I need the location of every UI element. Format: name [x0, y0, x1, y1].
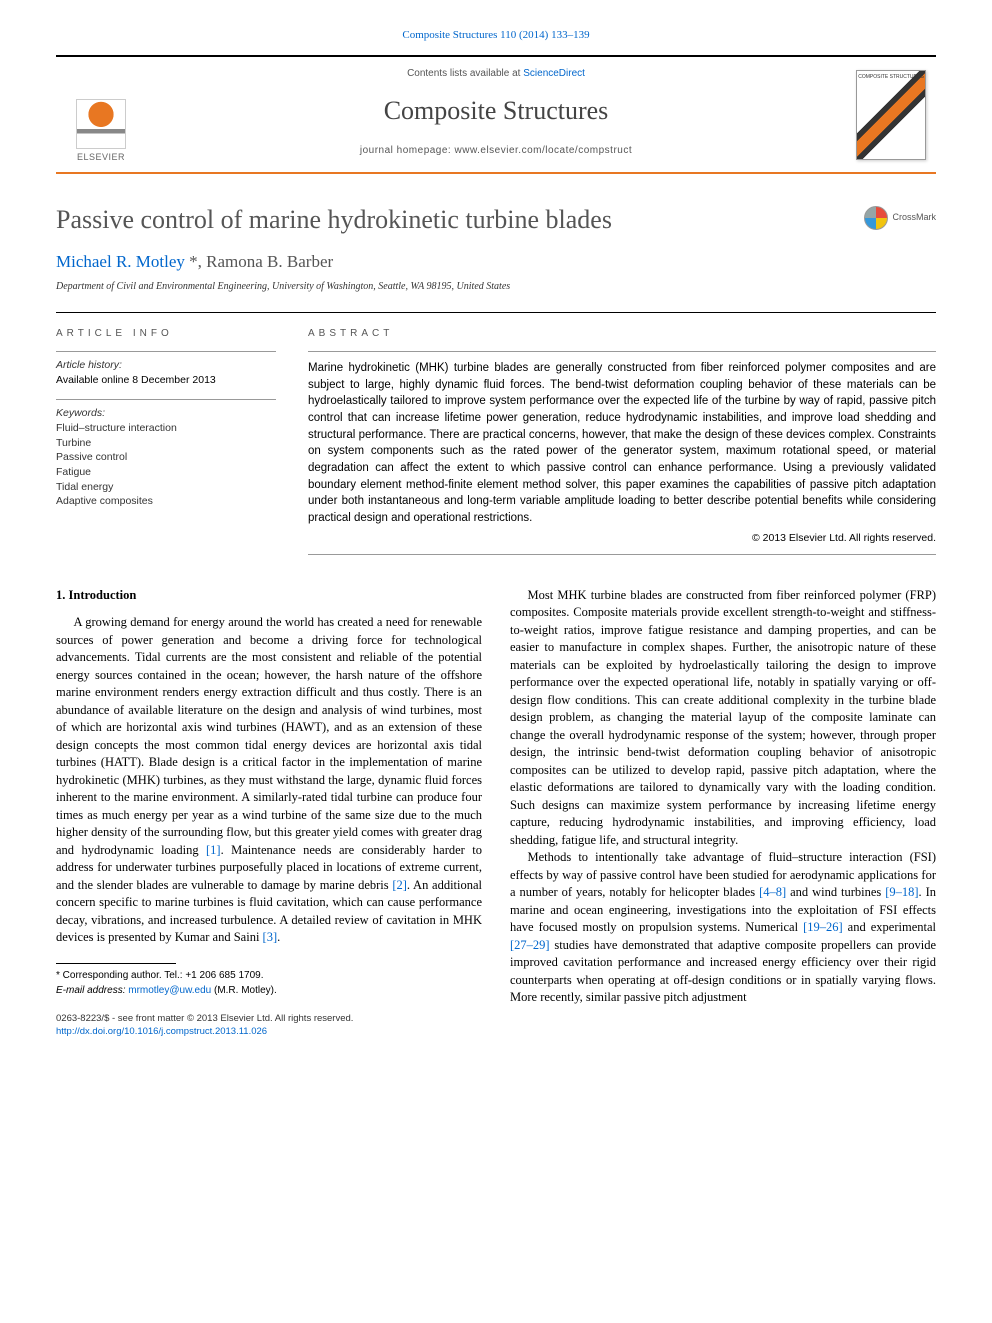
corr-marker: *	[185, 252, 198, 271]
elsevier-tree-icon	[76, 99, 126, 149]
doi-link[interactable]: http://dx.doi.org/10.1016/j.compstruct.2…	[56, 1026, 267, 1037]
contents-prefix: Contents lists available at	[407, 68, 523, 79]
homepage-line: journal homepage: www.elsevier.com/locat…	[146, 144, 846, 158]
article-title: Passive control of marine hydrokinetic t…	[56, 202, 936, 238]
body-para-3: Methods to intentionally take advantage …	[510, 849, 936, 1007]
p3b: and wind turbines	[786, 885, 885, 899]
crossmark-badge[interactable]: CrossMark	[864, 206, 936, 230]
author-1[interactable]: Michael R. Motley	[56, 252, 185, 271]
ref-3[interactable]: [3]	[263, 930, 278, 944]
keywords-list: Fluid–structure interaction Turbine Pass…	[56, 421, 276, 509]
corr-email-line: E-mail address: mrmotley@uw.edu (M.R. Mo…	[56, 983, 482, 998]
body-para-1: A growing demand for energy around the w…	[56, 614, 482, 947]
p3d: and experimental	[843, 920, 936, 934]
masthead-center: Contents lists available at ScienceDirec…	[146, 57, 846, 171]
affiliation: Department of Civil and Environmental En…	[56, 280, 936, 294]
contents-line: Contents lists available at ScienceDirec…	[146, 67, 846, 81]
author-2: , Ramona B. Barber	[198, 252, 334, 271]
abstract-text: Marine hydrokinetic (MHK) turbine blades…	[308, 351, 936, 555]
info-abstract-row: article info Article history: Available …	[56, 312, 936, 555]
bottom-info: 0263-8223/$ - see front matter © 2013 El…	[56, 1012, 482, 1039]
corr-label: * Corresponding author. Tel.: +1 206 685…	[56, 968, 482, 983]
body-para-2: Most MHK turbine blades are constructed …	[510, 587, 936, 850]
p1a: A growing demand for energy around the w…	[56, 615, 482, 857]
abstract-body: Marine hydrokinetic (MHK) turbine blades…	[308, 362, 936, 524]
ref-27-29[interactable]: [27–29]	[510, 938, 550, 952]
body-columns: 1. Introduction A growing demand for ene…	[56, 587, 936, 1039]
p3e: studies have demonstrated that adaptive …	[510, 938, 936, 1005]
abstract-copyright: © 2013 Elsevier Ltd. All rights reserved…	[308, 531, 936, 546]
page-container: Composite Structures 110 (2014) 133–139 …	[0, 0, 992, 1079]
history-value: Available online 8 December 2013	[56, 373, 276, 388]
ref-2[interactable]: [2]	[392, 878, 407, 892]
issn-line: 0263-8223/$ - see front matter © 2013 El…	[56, 1012, 482, 1025]
keywords-block: Keywords: Fluid–structure interaction Tu…	[56, 399, 276, 509]
header-citation: Composite Structures 110 (2014) 133–139	[56, 28, 936, 43]
crossmark-label: CrossMark	[892, 211, 936, 224]
email-label: E-mail address:	[56, 985, 128, 996]
column-right: Most MHK turbine blades are constructed …	[510, 587, 936, 1039]
homepage-prefix: journal homepage:	[360, 145, 455, 156]
authors-line: Michael R. Motley *, Ramona B. Barber	[56, 250, 936, 274]
abstract-block: abstract Marine hydrokinetic (MHK) turbi…	[308, 327, 936, 555]
journal-cover-icon	[856, 70, 926, 160]
crossmark-icon	[864, 206, 888, 230]
homepage-url: www.elsevier.com/locate/compstruct	[455, 145, 633, 156]
citation-link[interactable]: Composite Structures 110 (2014) 133–139	[402, 29, 589, 41]
masthead: ELSEVIER Contents lists available at Sci…	[56, 55, 936, 173]
publisher-label: ELSEVIER	[77, 151, 125, 164]
title-block: CrossMark Passive control of marine hydr…	[56, 202, 936, 294]
info-header: article info	[56, 327, 276, 341]
ref-4-8[interactable]: [4–8]	[759, 885, 786, 899]
ref-19-26[interactable]: [19–26]	[803, 920, 843, 934]
ref-9-18[interactable]: [9–18]	[885, 885, 918, 899]
email-link[interactable]: mrmotley@uw.edu	[128, 985, 211, 996]
abstract-header: abstract	[308, 327, 936, 341]
history-block: Article history: Available online 8 Dece…	[56, 351, 276, 387]
journal-name: Composite Structures	[146, 93, 846, 129]
publisher-block: ELSEVIER	[56, 57, 146, 171]
p1d: .	[277, 930, 280, 944]
corresponding-author: * Corresponding author. Tel.: +1 206 685…	[56, 968, 482, 998]
keywords-label: Keywords:	[56, 406, 276, 421]
footnote-separator	[56, 963, 176, 964]
email-suffix: (M.R. Motley).	[211, 985, 277, 996]
cover-block	[846, 57, 936, 171]
article-info: article info Article history: Available …	[56, 327, 276, 555]
history-label: Article history:	[56, 358, 276, 373]
section-1-title: 1. Introduction	[56, 587, 482, 605]
doi-line: http://dx.doi.org/10.1016/j.compstruct.2…	[56, 1025, 482, 1038]
sciencedirect-link[interactable]: ScienceDirect	[523, 68, 585, 79]
column-left: 1. Introduction A growing demand for ene…	[56, 587, 482, 1039]
ref-1[interactable]: [1]	[206, 843, 221, 857]
